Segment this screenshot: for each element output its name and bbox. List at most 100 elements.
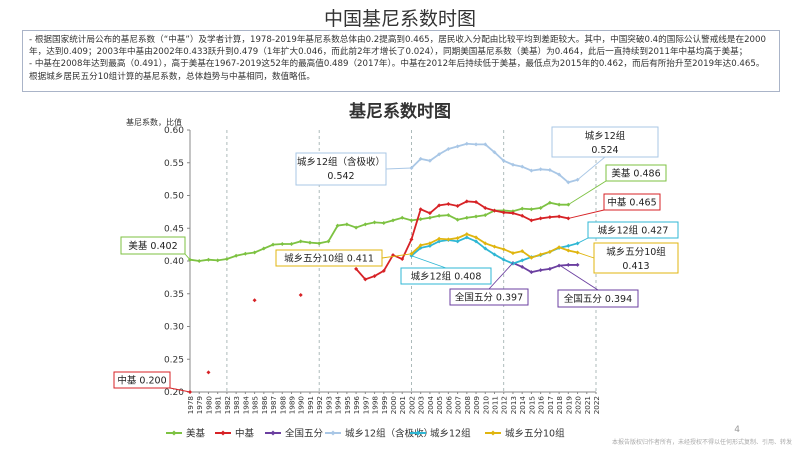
callout-leader [568, 209, 605, 219]
data-point [510, 162, 515, 167]
data-point [427, 211, 432, 216]
data-point [557, 263, 562, 268]
x-tick-label: 1985 [251, 396, 260, 414]
data-point [427, 158, 432, 163]
data-point [474, 214, 479, 219]
legend-swatch-marker [220, 430, 226, 436]
x-tick-label: 2016 [537, 396, 546, 415]
legend-swatch-marker [330, 430, 336, 436]
data-point [455, 239, 460, 244]
x-tick-label: 2000 [389, 396, 398, 415]
y-tick-label: 0.45 [164, 224, 184, 234]
data-point [529, 218, 534, 223]
data-point [197, 259, 202, 263]
legend-label: 美基 [186, 428, 206, 440]
x-tick-label: 2020 [574, 396, 583, 415]
data-point [474, 142, 479, 147]
data-point [483, 205, 488, 210]
data-point [446, 202, 451, 207]
data-point [363, 277, 368, 282]
data-point [391, 218, 395, 223]
callout-label: 美基 0.486 [611, 168, 660, 180]
x-tick-label: 2004 [426, 396, 435, 415]
data-point [354, 266, 359, 271]
annotation-callout: 美基 0.402 [120, 236, 191, 260]
callout-label: 城乡12组 0.427 [598, 225, 669, 237]
data-point [427, 215, 432, 220]
data-point [547, 200, 552, 205]
data-point [409, 237, 414, 242]
data-point [326, 239, 331, 244]
data-point [566, 262, 571, 267]
data-point [474, 200, 479, 205]
data-point [381, 221, 386, 226]
x-tick-label: 1995 [343, 396, 352, 414]
data-point [215, 258, 220, 263]
data-point [464, 232, 469, 237]
data-point [501, 247, 506, 252]
data-point [427, 243, 432, 248]
x-tick-label: 2021 [583, 396, 592, 414]
data-point [501, 257, 506, 262]
data-point [391, 253, 395, 258]
x-tick-label: 1997 [361, 396, 370, 414]
legend-item: 城乡12组 [410, 428, 471, 440]
data-point [437, 236, 442, 241]
series-5 [409, 232, 580, 260]
data-point [474, 235, 479, 240]
data-point [252, 298, 257, 303]
annotation-callout: 城乡12组 0.524 [551, 126, 659, 181]
callout-leader [558, 264, 599, 291]
x-tick-label: 1991 [306, 396, 315, 414]
data-point [243, 251, 248, 256]
legend-item: 城乡12组（含极收） [325, 428, 433, 440]
data-point [335, 223, 340, 228]
copyright-footnote: 本报告版权归作者所有，未经授权不得以任何形式复制、引用、转发 [611, 439, 792, 446]
data-point [464, 199, 469, 204]
data-point [538, 167, 543, 172]
y-tick-label: 0.35 [164, 290, 184, 300]
data-point [224, 257, 229, 262]
annotation-callout: 城乡12组 0.427 [577, 221, 679, 244]
callout-box [400, 267, 492, 285]
x-tick-label: 1988 [278, 396, 287, 415]
chart-title: 基尼系数时图 [349, 102, 451, 122]
y-tick-label: 0.40 [164, 257, 184, 267]
callout-label: 城乡12组 [585, 130, 626, 142]
y-tick-label: 0.30 [164, 323, 184, 333]
data-point [474, 239, 479, 244]
data-point [206, 370, 211, 375]
data-point [437, 213, 442, 218]
callout-box [603, 193, 661, 211]
data-point [510, 211, 515, 216]
x-tick-label: 2017 [546, 396, 555, 414]
data-point [289, 241, 294, 246]
x-tick-label: 1998 [371, 396, 380, 415]
data-point [271, 242, 276, 247]
data-point [529, 255, 534, 260]
data-point [520, 213, 525, 218]
series-2 [510, 260, 580, 275]
legend-item: 全国五分 [265, 428, 324, 440]
x-tick-label: 2009 [472, 396, 481, 415]
data-point [520, 264, 525, 269]
legend-label: 城乡12组（含极收） [345, 428, 433, 440]
x-tick-label: 1987 [269, 396, 278, 414]
x-tick-label: 2011 [491, 396, 500, 414]
series-0 [188, 200, 571, 263]
data-point [483, 142, 488, 147]
x-tick-label: 1980 [204, 396, 213, 415]
callout-label: 城乡五分10组 [606, 246, 666, 258]
callout-box [557, 289, 639, 308]
annotation-callout: 城乡12组（含极收） 0.542 [295, 152, 412, 186]
x-tick-label: 2018 [555, 396, 564, 415]
data-point [418, 243, 423, 248]
callout-leader [385, 167, 412, 170]
data-point [529, 168, 534, 173]
x-tick-label: 1978 [186, 396, 195, 415]
data-point [566, 180, 571, 185]
callout-value: 0.524 [591, 145, 618, 156]
x-tick-label: 1990 [297, 396, 306, 415]
data-point [483, 246, 488, 251]
series-3 [409, 141, 580, 185]
